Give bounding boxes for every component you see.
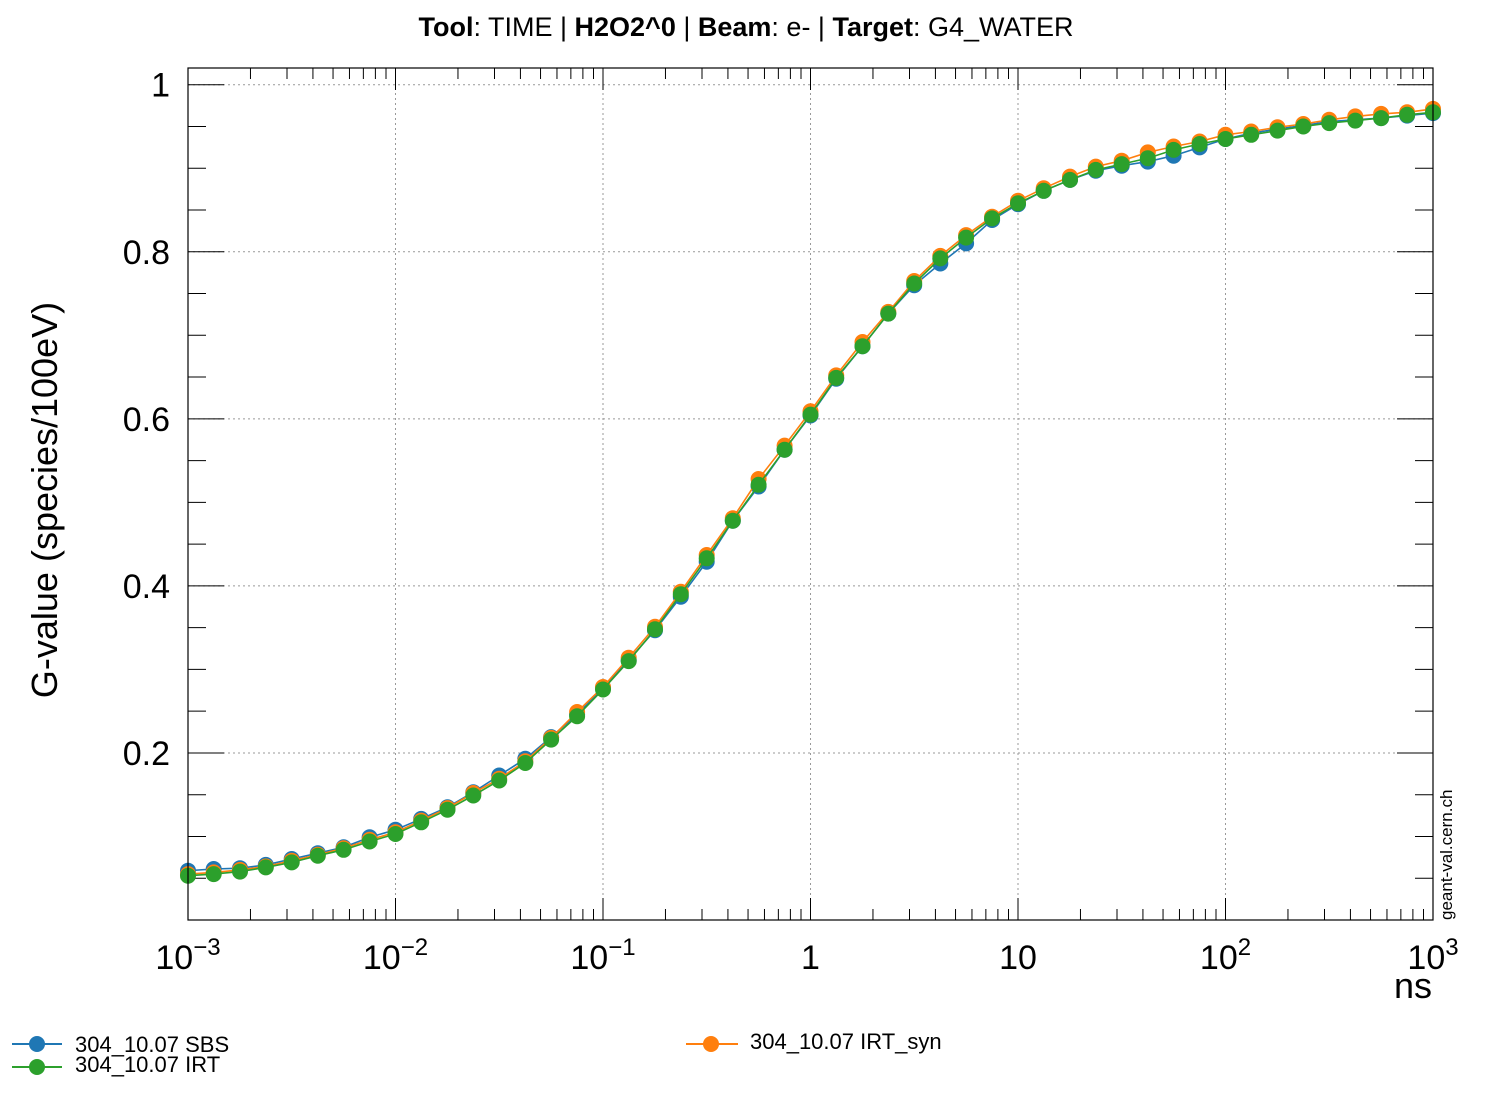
series-304-10-07-irt bbox=[180, 104, 1441, 884]
y-tick-labels: 0.2 0.4 0.6 0.8 1 bbox=[123, 67, 170, 773]
data-point bbox=[1373, 110, 1390, 127]
data-point bbox=[1165, 141, 1182, 158]
x-tick-labels: 10−3 10−2 10−1 1 10 102 103 bbox=[155, 934, 1458, 977]
title-beam-key: Beam bbox=[698, 12, 772, 42]
y-tick-label: 0.2 bbox=[123, 735, 170, 773]
data-point bbox=[1217, 131, 1234, 147]
data-point bbox=[257, 859, 274, 876]
data-point bbox=[232, 863, 248, 880]
data-point bbox=[517, 755, 534, 771]
data-point bbox=[828, 369, 845, 386]
data-point bbox=[698, 550, 715, 567]
data-point bbox=[361, 833, 378, 850]
data-point bbox=[906, 275, 923, 292]
data-point bbox=[465, 787, 482, 804]
data-point bbox=[283, 854, 300, 871]
data-point bbox=[880, 305, 897, 322]
y-tick-label: 1 bbox=[151, 67, 170, 105]
data-point bbox=[854, 338, 871, 355]
data-point bbox=[647, 621, 663, 638]
data-point bbox=[569, 708, 586, 725]
data-point bbox=[543, 731, 560, 748]
grid-layer bbox=[188, 68, 1433, 920]
legend-swatch-marker-irt bbox=[29, 1059, 45, 1075]
data-point bbox=[439, 801, 456, 818]
y-tick-label: 0.4 bbox=[123, 568, 170, 606]
x-tick-label: 103 bbox=[1407, 934, 1458, 977]
data-point bbox=[802, 406, 819, 423]
title-tool-key: Tool bbox=[419, 12, 474, 42]
data-point bbox=[984, 210, 1001, 227]
data-point bbox=[932, 250, 949, 267]
legend-swatch-marker-sbs bbox=[29, 1036, 45, 1052]
x-tick-label: 1 bbox=[801, 939, 820, 977]
legend-entry-sbs: 304_10.07 SBS bbox=[12, 1032, 229, 1057]
data-point bbox=[335, 841, 352, 858]
title-beam-value: : e- | bbox=[771, 12, 832, 42]
x-tick-label: 10−1 bbox=[570, 934, 635, 977]
data-point bbox=[1399, 106, 1416, 123]
data-point bbox=[1010, 195, 1026, 212]
legend: 304_10.07 SBS 304_10.07 IRT 304_10.07 IR… bbox=[12, 1029, 942, 1077]
data-point bbox=[205, 866, 222, 883]
data-point bbox=[1139, 150, 1156, 167]
data-point bbox=[491, 772, 508, 789]
data-point bbox=[1347, 112, 1364, 129]
data-point bbox=[620, 653, 637, 670]
legend-label-irt: 304_10.07 IRT bbox=[75, 1052, 220, 1077]
chart-title: Tool: TIME | H2O2^0 | Beam: e- | Target:… bbox=[419, 12, 1074, 42]
data-point bbox=[776, 441, 793, 458]
plot-frame bbox=[187, 67, 1434, 921]
data-point bbox=[1087, 161, 1104, 178]
data-point bbox=[672, 586, 689, 603]
legend-entry-irt: 304_10.07 IRT bbox=[12, 1052, 220, 1077]
title-tool-value: : TIME | bbox=[473, 12, 574, 42]
series-layer bbox=[180, 100, 1441, 884]
data-point bbox=[724, 512, 741, 529]
x-tick-label: 10−3 bbox=[155, 934, 220, 977]
y-tick-label: 0.6 bbox=[123, 401, 170, 439]
data-point bbox=[1321, 115, 1338, 132]
y-tick-label: 0.8 bbox=[123, 234, 170, 272]
x-axis-label: ns bbox=[1394, 965, 1432, 1006]
data-point bbox=[750, 476, 767, 493]
series-304-10-07-sbs bbox=[180, 105, 1441, 879]
data-point bbox=[1191, 136, 1208, 152]
data-point bbox=[595, 681, 611, 698]
legend-label-irt-syn: 304_10.07 IRT_syn bbox=[750, 1029, 942, 1054]
y-axis-label: G-value (species/100eV) bbox=[24, 302, 65, 698]
data-point bbox=[1113, 156, 1130, 173]
legend-entry-irt-syn: 304_10.07 IRT_syn bbox=[686, 1029, 942, 1054]
data-point bbox=[1243, 126, 1260, 143]
legend-label-sbs: 304_10.07 SBS bbox=[75, 1032, 229, 1057]
x-tick-label: 102 bbox=[1200, 934, 1251, 977]
x-tick-label: 10 bbox=[999, 939, 1037, 977]
legend-swatch-marker-irt-syn bbox=[703, 1036, 719, 1052]
title-species: H2O2^0 bbox=[575, 12, 676, 42]
data-point bbox=[387, 826, 404, 842]
tick-layer bbox=[187, 68, 1434, 920]
data-point bbox=[1269, 122, 1286, 139]
series-line bbox=[187, 112, 1434, 872]
data-point bbox=[1062, 171, 1078, 188]
watermark: geant-val.cern.ch bbox=[1437, 790, 1456, 920]
title-target-value: : G4_WATER bbox=[913, 12, 1074, 42]
data-point bbox=[309, 847, 326, 864]
title-target-key: Target bbox=[832, 12, 913, 42]
data-point bbox=[1035, 182, 1052, 199]
data-point bbox=[958, 229, 975, 246]
data-point bbox=[413, 814, 430, 831]
title-separator: | bbox=[676, 12, 698, 42]
x-tick-label: 10−2 bbox=[363, 934, 428, 977]
data-point bbox=[1295, 118, 1312, 135]
